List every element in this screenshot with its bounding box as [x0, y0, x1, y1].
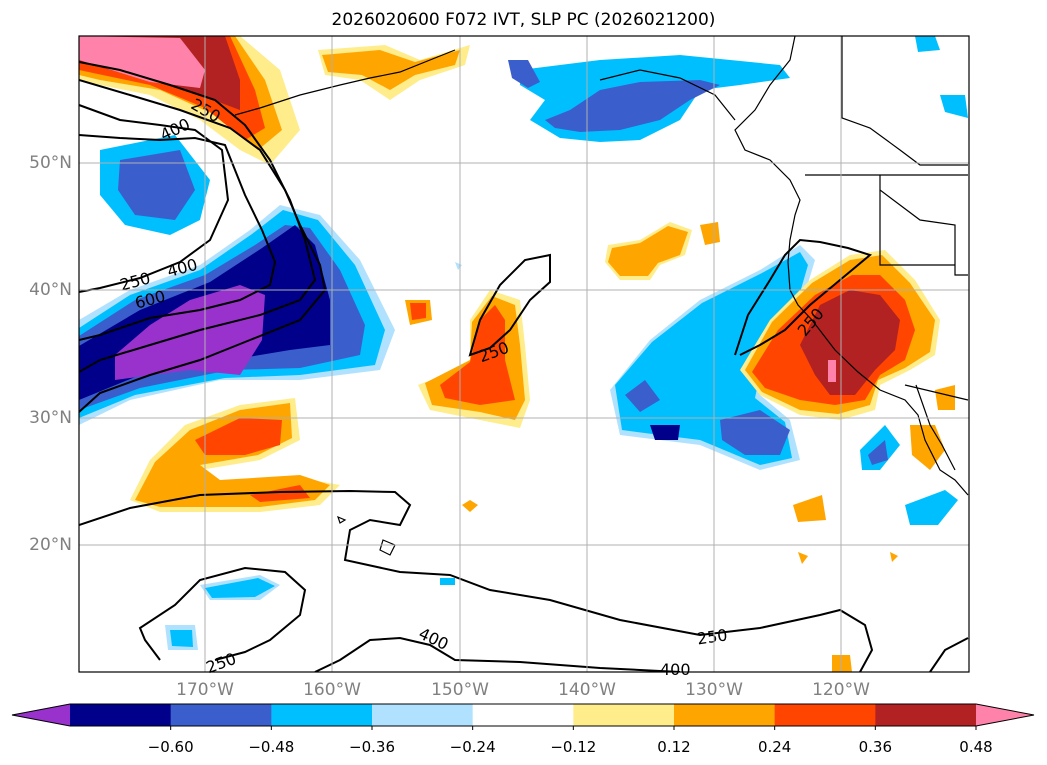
latitude-label: 40°N: [29, 280, 72, 300]
contour-label: 400: [416, 624, 452, 654]
coastlines: [234, 36, 969, 556]
colorbar-tick-label: −0.48: [248, 738, 295, 756]
ivt-shading: [79, 36, 968, 672]
colorbar-segment: [70, 704, 172, 726]
colorbar-extend-low: [12, 704, 70, 726]
latitude-label: 30°N: [29, 408, 72, 428]
plot-frame: [78, 35, 970, 673]
longitude-label: 140°W: [558, 680, 616, 700]
colorbar-outline: [11, 703, 1035, 727]
graticule: [79, 36, 969, 672]
longitude-label: 120°W: [812, 680, 870, 700]
colorbar-tick-label: 0.36: [858, 738, 893, 756]
colorbar-tick-label: −0.36: [349, 738, 395, 756]
map-title: 2026020600 F072 IVT, SLP PC (2026021200): [331, 10, 716, 30]
longitude-label: 150°W: [431, 680, 489, 700]
longitude-label: 160°W: [303, 680, 361, 700]
latitude-label: 50°N: [29, 153, 72, 173]
colorbar-tick-label: 0.12: [657, 738, 691, 756]
colorbar-segment: [875, 704, 977, 726]
colorbar: [11, 703, 1035, 730]
colorbar-segment: [472, 704, 574, 726]
colorbar-segment: [774, 704, 876, 726]
longitude-label: 170°W: [176, 680, 234, 700]
colorbar-segment: [573, 704, 675, 726]
colorbar-segment: [372, 704, 474, 726]
colorbar-tick-label: −0.24: [449, 738, 496, 756]
colorbar-segment: [271, 704, 373, 726]
latitude-label: 20°N: [29, 535, 72, 555]
colorbar-tick-label: 0.24: [757, 738, 792, 756]
colorbar-tick-label: 0.48: [959, 738, 993, 756]
colorbar-segment: [170, 704, 272, 726]
colorbar-tick-label: −0.12: [550, 738, 597, 756]
colorbar-extend-high: [976, 704, 1034, 726]
colorbar-tick-label: −0.60: [147, 738, 194, 756]
contour-label: 400: [660, 660, 691, 679]
contour-label: 250: [203, 649, 238, 677]
slp-contours: [79, 61, 969, 672]
longitude-label: 130°W: [685, 680, 743, 700]
contour-label: 250: [696, 625, 729, 648]
colorbar-segment: [674, 704, 776, 726]
